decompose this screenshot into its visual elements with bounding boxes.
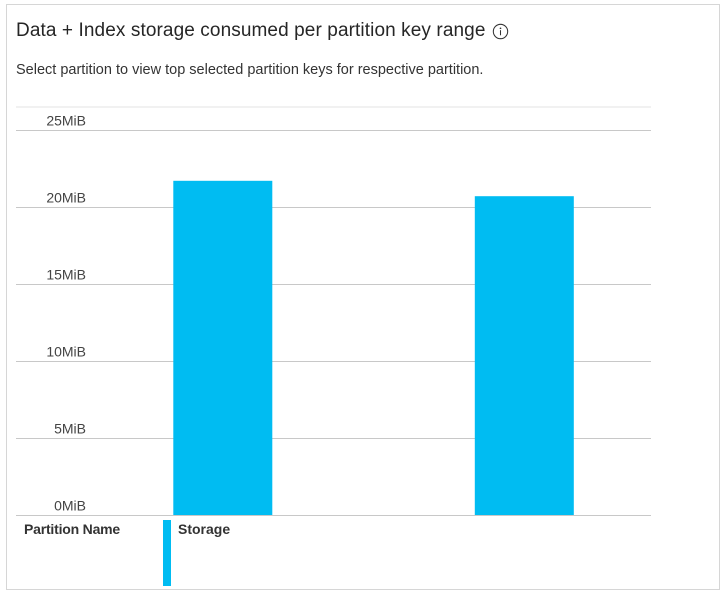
chart-title: Data + Index storage consumed per partit… bbox=[16, 20, 486, 41]
y-tick-label: 5MiB bbox=[54, 421, 86, 437]
y-tick-label: 15MiB bbox=[46, 267, 86, 283]
y-tick-label: 25MiB bbox=[46, 113, 86, 129]
chart-subtitle: Select partition to view top selected pa… bbox=[16, 62, 484, 78]
info-circle-icon[interactable] bbox=[492, 23, 509, 40]
y-tick-label: 20MiB bbox=[46, 190, 86, 206]
y-tick-label: 0MiB bbox=[54, 498, 86, 514]
y-tick-label: 10MiB bbox=[46, 344, 86, 360]
storage-bar[interactable] bbox=[474, 196, 574, 515]
chart-legend: Partition Name Storage bbox=[22, 518, 702, 586]
storage-bar[interactable] bbox=[173, 180, 273, 516]
legend-partition-name-header: Partition Name bbox=[24, 521, 120, 537]
card-header: Data + Index storage consumed per partit… bbox=[16, 20, 509, 42]
legend-storage-swatch[interactable] bbox=[163, 520, 171, 586]
legend-storage-label[interactable]: Storage bbox=[178, 521, 231, 537]
storage-chart-card bbox=[6, 4, 720, 590]
